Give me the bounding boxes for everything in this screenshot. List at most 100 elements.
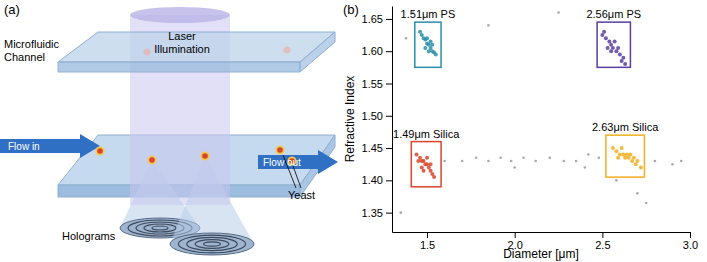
tick-label: 1.60 (362, 45, 383, 57)
top-plate-side (300, 32, 335, 72)
point (620, 59, 624, 63)
point (584, 166, 587, 169)
hologram-ring (187, 237, 237, 250)
point (429, 162, 433, 166)
point (487, 24, 490, 27)
flow-in-label: Flow in (8, 141, 40, 152)
point (616, 156, 620, 160)
tick: 1.5 (420, 232, 435, 251)
tick-label: 1.55 (362, 78, 383, 90)
yeast-pointer (293, 166, 301, 188)
tick-label: 3.0 (683, 239, 698, 251)
point (425, 156, 429, 160)
tick: 1.50 (362, 110, 392, 122)
point (522, 156, 525, 159)
tick-mark (386, 180, 392, 181)
laser-label: Laser (168, 30, 196, 42)
flow-out-label: Flow out (263, 157, 301, 168)
axis-line (393, 232, 691, 233)
point (639, 165, 643, 169)
panel-label: (a) (4, 2, 20, 17)
tick-mark (386, 148, 392, 149)
series (418, 30, 438, 57)
point (606, 46, 610, 50)
hologram-ring (144, 224, 176, 232)
point (510, 160, 513, 163)
point (415, 153, 419, 157)
point (405, 37, 408, 40)
point (487, 160, 490, 163)
point (422, 169, 426, 173)
point (618, 52, 622, 56)
point (680, 160, 683, 163)
tick-mark (386, 51, 392, 52)
tick: 1.45 (362, 142, 392, 154)
series (399, 11, 682, 214)
point (625, 153, 629, 157)
faint-particle (144, 49, 151, 56)
yeast-halo (96, 147, 105, 156)
flow-in-arrow (0, 134, 100, 158)
point (609, 49, 613, 53)
point (575, 160, 578, 163)
tick-label: 1.45 (362, 142, 383, 154)
channel-label: Channel (4, 51, 45, 63)
figure: (a)MicrofluidicChannelLaserIlluminationF… (0, 0, 707, 262)
tick-label: 1.50 (362, 110, 383, 122)
tick-mark (427, 232, 428, 238)
faint-particle (284, 47, 291, 54)
point (602, 30, 606, 34)
point (613, 40, 617, 44)
point (423, 46, 427, 50)
point (548, 156, 551, 159)
axis-line (392, 7, 393, 233)
tick: 1.55 (362, 78, 392, 90)
yeast-cell (202, 153, 208, 159)
cluster-label: 1.51μm PS (401, 8, 456, 20)
panel-b: 1.52.02.53.01.351.401.451.501.551.601.65… (343, 2, 698, 261)
cluster-label: 1.49μm Silica (393, 128, 460, 140)
point (430, 43, 434, 47)
point (628, 153, 632, 157)
point (645, 202, 648, 205)
panel-label: (b) (343, 2, 359, 17)
cluster-label: 2.63μm Silica (592, 121, 659, 133)
point (416, 159, 420, 163)
point (614, 149, 618, 153)
tick: 1.60 (362, 45, 392, 57)
cluster-label: 2.56μm PS (586, 8, 641, 20)
point (587, 153, 590, 156)
point (461, 160, 464, 163)
channel-label: Microfluidic (4, 38, 60, 50)
point (399, 211, 402, 214)
top-plate-top (58, 32, 335, 62)
point (557, 11, 560, 14)
flow-out-arrow (258, 150, 338, 174)
point (635, 159, 639, 163)
tick-label: 1.35 (362, 207, 383, 219)
cluster-box (597, 22, 630, 67)
yeast-halo (148, 156, 157, 165)
tick-label: 1.40 (362, 174, 383, 186)
plot-area (399, 11, 682, 214)
y-axis-title: Refractive Index (343, 76, 357, 163)
point (611, 146, 615, 150)
point (604, 36, 608, 40)
hologram-ring (195, 240, 229, 249)
point (534, 160, 537, 163)
series (415, 153, 437, 180)
series (611, 146, 643, 169)
point (418, 30, 422, 34)
tick-mark (515, 232, 516, 238)
point (513, 166, 516, 169)
point (432, 175, 436, 179)
yeast-halo (276, 146, 285, 155)
point (632, 156, 636, 160)
tick: 1.40 (362, 174, 392, 186)
tick-mark (386, 83, 392, 84)
point (598, 156, 601, 159)
holograms-label: Holograms (62, 230, 116, 242)
tick-mark (386, 213, 392, 214)
point (671, 163, 674, 166)
yeast-cell (149, 157, 155, 163)
